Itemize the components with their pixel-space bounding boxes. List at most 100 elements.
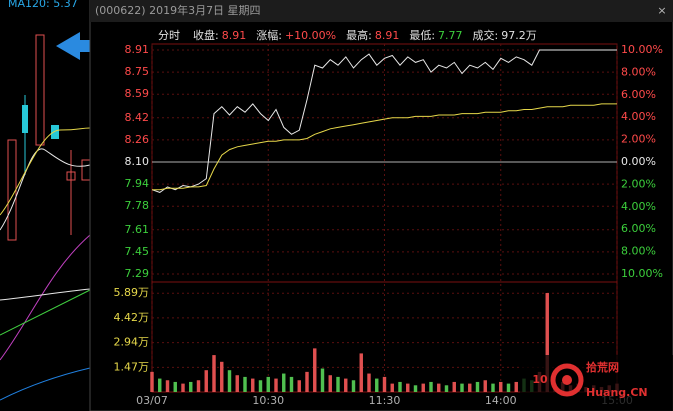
info-value: 8.91	[222, 29, 247, 42]
close-button[interactable]: ×	[657, 4, 666, 17]
y-tick-label: 8.42	[125, 111, 150, 124]
volume-bar	[390, 383, 394, 392]
price-line	[151, 49, 617, 193]
ma-line	[0, 148, 91, 231]
volume-bar	[514, 381, 518, 392]
volume-bar	[406, 383, 410, 392]
info-label: 成交:	[473, 28, 499, 42]
y-tick-label: 8.91	[125, 43, 150, 56]
volume-bar	[328, 375, 332, 392]
ma-line	[0, 367, 91, 401]
volume-bar	[181, 383, 185, 392]
y2-tick-label: 6.00%	[621, 88, 656, 101]
info-value: 97.2万	[501, 29, 537, 42]
volume-bar	[437, 383, 441, 392]
volume-bar	[468, 383, 472, 392]
info-value: 7.77	[438, 29, 463, 42]
price-line	[152, 103, 617, 191]
watermark-bg	[520, 355, 673, 411]
volume-bar	[382, 376, 387, 392]
volume-bar	[413, 385, 418, 392]
x-tick-label: 10:30	[252, 394, 284, 407]
y-tick-label: 4.42万	[114, 311, 150, 324]
ma-line	[0, 127, 91, 216]
volume-bar	[297, 380, 301, 392]
x-tick-label: 14:00	[485, 394, 517, 407]
y-tick-label: 8.75	[125, 65, 150, 78]
volume-bar	[189, 381, 193, 392]
volume-bar	[227, 370, 232, 392]
volume-bar	[289, 376, 294, 392]
watermark-ring	[550, 363, 584, 397]
volume-bar	[351, 380, 356, 392]
volume-bar	[460, 383, 464, 392]
y-tick-label: 2.94万	[114, 336, 150, 349]
ma-line	[0, 288, 91, 301]
volume-bar	[475, 381, 480, 392]
y2-tick-label: 10.00%	[621, 43, 663, 56]
volume-bar	[499, 381, 503, 392]
y2-tick-label: 10.00%	[621, 267, 663, 280]
volume-bar	[158, 378, 162, 392]
info-label: 分时	[158, 29, 180, 42]
y-tick-label: 7.45	[125, 245, 150, 258]
ma-line	[0, 289, 91, 336]
volume-bar	[243, 376, 247, 392]
volume-bar	[258, 380, 263, 392]
volume-bar	[506, 383, 511, 392]
volume-bar	[235, 375, 239, 392]
y2-tick-label: 2.00%	[621, 133, 656, 146]
volume-bar	[344, 378, 348, 392]
volume-bar	[282, 373, 286, 392]
volume-bar	[220, 361, 224, 392]
volume-bar	[204, 370, 208, 392]
volume-bar	[150, 371, 154, 392]
volume-bar	[320, 368, 325, 392]
volume-bar	[173, 381, 177, 392]
info-label: 涨幅:	[256, 29, 282, 42]
info-label: 收盘:	[193, 28, 219, 42]
watermark-dot	[562, 375, 572, 385]
volume-bar	[336, 376, 340, 392]
popup-header	[90, 0, 673, 22]
volume-bar	[274, 378, 278, 392]
y2-tick-label: 2.00%	[621, 177, 656, 190]
volume-bar	[165, 380, 170, 392]
y-tick-label: 7.94	[125, 177, 150, 190]
candle	[51, 125, 59, 139]
info-label: 最低:	[409, 29, 435, 42]
y-tick-label: 8.59	[125, 87, 150, 100]
volume-bar	[429, 381, 433, 392]
y-tick-label: 7.29	[125, 267, 150, 280]
y2-tick-label: 8.00%	[621, 65, 656, 78]
watermark: 10 拾荒网 Huang.CN	[520, 355, 673, 411]
volume-bar	[367, 373, 371, 392]
y-tick-label: 7.61	[125, 223, 150, 236]
y2-tick-label: 4.00%	[621, 110, 656, 123]
y-tick-label: 5.89万	[114, 286, 150, 299]
y-tick-label: 1.47万	[114, 360, 150, 373]
volume-bar	[421, 383, 425, 392]
x-tick-label: 11:30	[369, 394, 401, 407]
y-tick-label: 8.26	[125, 133, 150, 146]
info-label: 最高:	[346, 28, 372, 42]
y2-tick-label: 6.00%	[621, 222, 656, 235]
volume-bar	[313, 348, 317, 392]
y2-tick-label: 0.00%	[621, 155, 656, 168]
volume-bar	[444, 385, 449, 392]
volume-bar	[251, 378, 255, 392]
volume-bar	[491, 383, 495, 392]
watermark-name: 拾荒网	[586, 360, 619, 374]
volume-bar	[452, 381, 456, 392]
watermark-site: Huang.CN	[586, 386, 648, 399]
x-tick-label: 03/07	[136, 394, 168, 407]
volume-bar	[266, 376, 270, 392]
info-value: 8.91	[375, 29, 400, 42]
y-tick-label: 8.10	[125, 155, 150, 168]
volume-bar	[196, 380, 201, 392]
volume-bar	[483, 380, 487, 392]
volume-bar	[398, 381, 402, 392]
y2-tick-label: 8.00%	[621, 245, 656, 258]
